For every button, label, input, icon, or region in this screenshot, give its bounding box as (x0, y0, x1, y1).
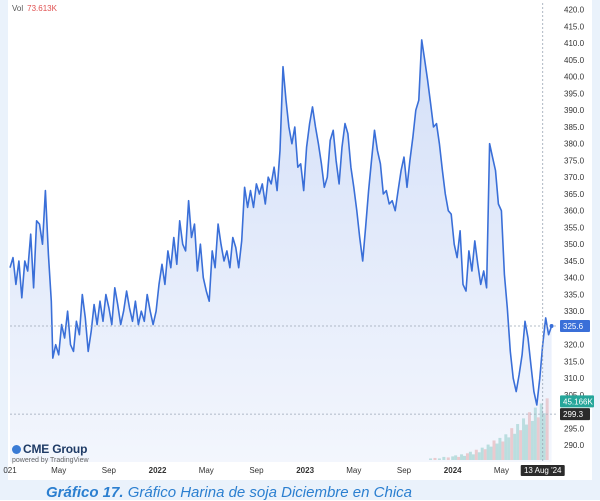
tradingview-attribution: powered by TradingView (12, 457, 89, 464)
date-marker-bg (520, 465, 565, 476)
y-tick-label: 410.0 (564, 39, 585, 48)
y-tick-label: 365.0 (564, 190, 585, 199)
y-tick-label: 330.0 (564, 307, 585, 316)
x-tick-label: Sep (102, 466, 117, 475)
y-tick-label: 350.0 (564, 240, 585, 249)
low-price-badge-bg (560, 408, 590, 421)
price-line (9, 39, 553, 406)
y-tick-label: 420.0 (564, 6, 585, 15)
x-tick-label: 2023 (296, 466, 314, 475)
cme-brand-text: CME Group (23, 442, 88, 456)
y-tick-label: 360.0 (564, 207, 585, 216)
y-tick-label: 290.0 (564, 441, 585, 450)
y-tick-label: 405.0 (564, 56, 585, 65)
y-tick-label: 345.0 (564, 257, 585, 266)
x-tick-label: 021 (3, 466, 17, 475)
volume-legend-value: 73.613K (27, 4, 57, 13)
x-tick-label: 2024 (444, 466, 462, 475)
caption-text: Gráfico Harina de soja Diciembre en Chic… (123, 484, 413, 501)
price-area (10, 39, 552, 463)
x-tick-label: May (346, 466, 361, 475)
low-price-badge: 299.3 (563, 410, 584, 419)
x-tick-label: Sep (249, 466, 264, 475)
x-tick-label: May (51, 466, 66, 475)
y-tick-label: 380.0 (564, 140, 585, 149)
y-tick-label: 315.0 (564, 357, 585, 366)
last-price-point (549, 323, 554, 328)
volume-badge: 45.166K (563, 397, 593, 406)
price-chart[interactable]: 290.0295.0300.0305.0310.0315.0320.0325.0… (0, 0, 600, 480)
y-tick-label: 385.0 (564, 123, 585, 132)
cme-brand: CME Group (12, 442, 89, 456)
volume-badge-bg (560, 395, 594, 408)
figure-caption: Gráfico 17. Gráfico Harina de soja Dicie… (46, 484, 586, 501)
y-tick-label: 370.0 (564, 173, 585, 182)
x-tick-label: Sep (397, 466, 412, 475)
y-tick-label: 295.0 (564, 424, 585, 433)
y-tick-label: 400.0 (564, 73, 585, 82)
x-tick-label: May (494, 466, 509, 475)
cme-logo: CME Group powered by TradingView (12, 442, 89, 464)
y-tick-label: 395.0 (564, 89, 585, 98)
y-tick-label: 310.0 (564, 374, 585, 383)
cme-globe-icon (12, 445, 21, 454)
volume-legend: Vol 73.613K (12, 4, 57, 13)
x-tick-label: 2022 (149, 466, 167, 475)
last-price-badge-bg (560, 319, 590, 332)
caption-prefix: Gráfico 17. (46, 484, 124, 501)
last-price-badge: 325.6 (563, 322, 584, 331)
date-marker-label: 13 Aug '24 (524, 466, 562, 475)
y-tick-label: 320.0 (564, 341, 585, 350)
y-tick-label: 375.0 (564, 156, 585, 165)
y-tick-label: 335.0 (564, 290, 585, 299)
y-tick-label: 355.0 (564, 223, 585, 232)
y-tick-label: 340.0 (564, 274, 585, 283)
y-tick-label: 390.0 (564, 106, 585, 115)
y-tick-label: 415.0 (564, 22, 585, 31)
x-tick-label: May (199, 466, 214, 475)
volume-legend-label: Vol (12, 4, 24, 13)
